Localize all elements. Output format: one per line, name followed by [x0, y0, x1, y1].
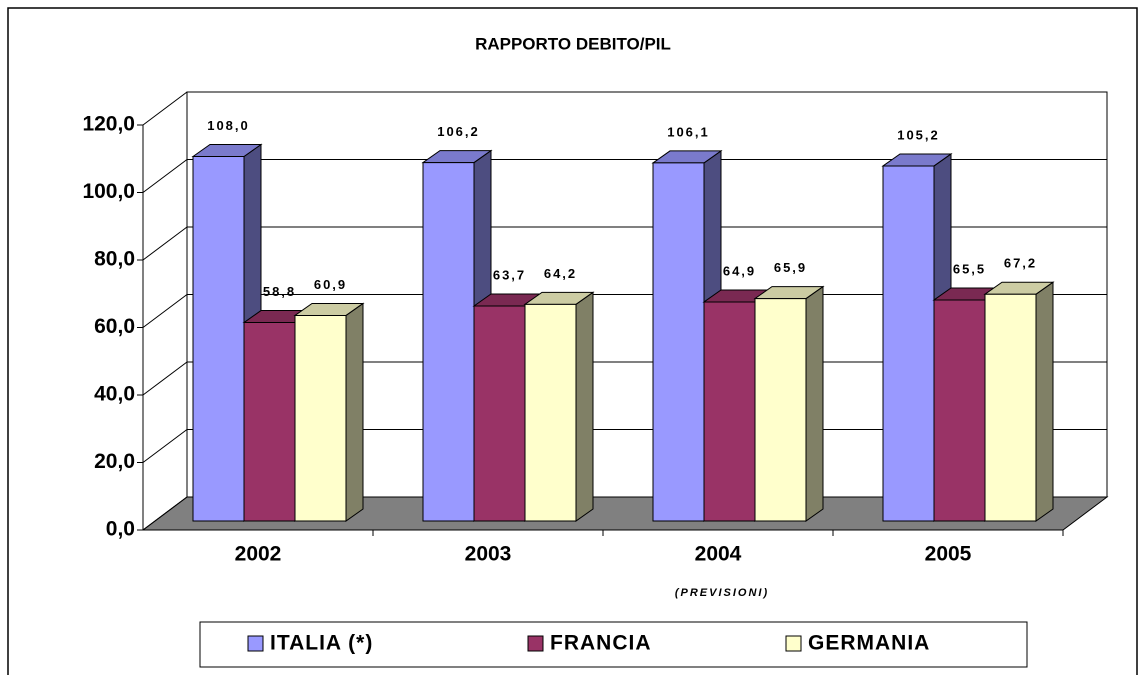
bar: [753, 285, 825, 522]
y-tick-label: 80,0: [94, 248, 135, 271]
value-label: 65,9: [774, 260, 807, 275]
value-label: 106,1: [667, 124, 710, 139]
bar-front: [192, 156, 245, 522]
value-label: 106,2: [437, 124, 480, 139]
value-label: 58,8: [263, 284, 296, 299]
value-label: 108,0: [207, 118, 250, 133]
value-label: 105,2: [897, 127, 940, 142]
bar-front: [652, 162, 705, 522]
legend-swatch: [527, 635, 544, 652]
bar-side: [575, 291, 594, 522]
grid-line: [142, 91, 188, 126]
bar-front: [422, 162, 475, 522]
bar-front: [882, 165, 935, 522]
bar-front: [984, 293, 1037, 522]
x-tick-label: 2005: [925, 543, 972, 566]
y-tick-label: 100,0: [82, 180, 135, 203]
legend-label: FRANCIA: [550, 632, 652, 655]
bar-front: [243, 322, 296, 522]
bar-front: [524, 303, 577, 522]
bar: [983, 281, 1055, 522]
grid-line: [142, 226, 188, 261]
value-label: 64,9: [723, 263, 756, 278]
y-tick-label: 40,0: [94, 383, 135, 406]
value-label: 65,5: [953, 261, 986, 276]
bar-side: [1035, 281, 1054, 522]
y-tick-label: 20,0: [94, 450, 135, 473]
chart-frame: [7, 7, 1138, 675]
x-tick-label: 2004: [695, 543, 742, 566]
bar-side: [345, 302, 364, 522]
grid-line: [142, 159, 188, 193]
bar-side: [805, 285, 824, 522]
x-tick-label: 2002: [235, 543, 282, 566]
legend-swatch: [247, 635, 264, 652]
bar: [523, 291, 595, 522]
value-label: 63,7: [493, 267, 526, 282]
bar-front: [754, 298, 807, 522]
annotation: (PREVISIONI): [675, 587, 769, 599]
chart-title: RAPPORTO DEBITO/PIL: [475, 34, 671, 53]
grid-line: [142, 496, 188, 531]
bar-front: [703, 301, 756, 522]
grid-line: [142, 294, 188, 328]
bar: [293, 302, 365, 522]
y-tick-label: 120,0: [82, 113, 135, 136]
bar-front: [294, 314, 347, 522]
bar-front: [933, 299, 986, 522]
grid-line: [142, 361, 188, 396]
y-tick-label: 60,0: [94, 315, 135, 338]
grid-line: [142, 429, 188, 463]
value-label: 64,2: [544, 266, 577, 281]
value-label: 60,9: [314, 277, 347, 292]
y-tick-label: 0,0: [106, 518, 135, 541]
legend-label: ITALIA (*): [270, 632, 373, 655]
legend-box: [199, 621, 1028, 668]
legend-swatch: [785, 635, 802, 652]
value-label: 67,2: [1004, 256, 1037, 271]
x-tick-label: 2003: [465, 543, 512, 566]
legend-label: GERMANIA: [808, 632, 930, 655]
bar-front: [473, 305, 526, 522]
